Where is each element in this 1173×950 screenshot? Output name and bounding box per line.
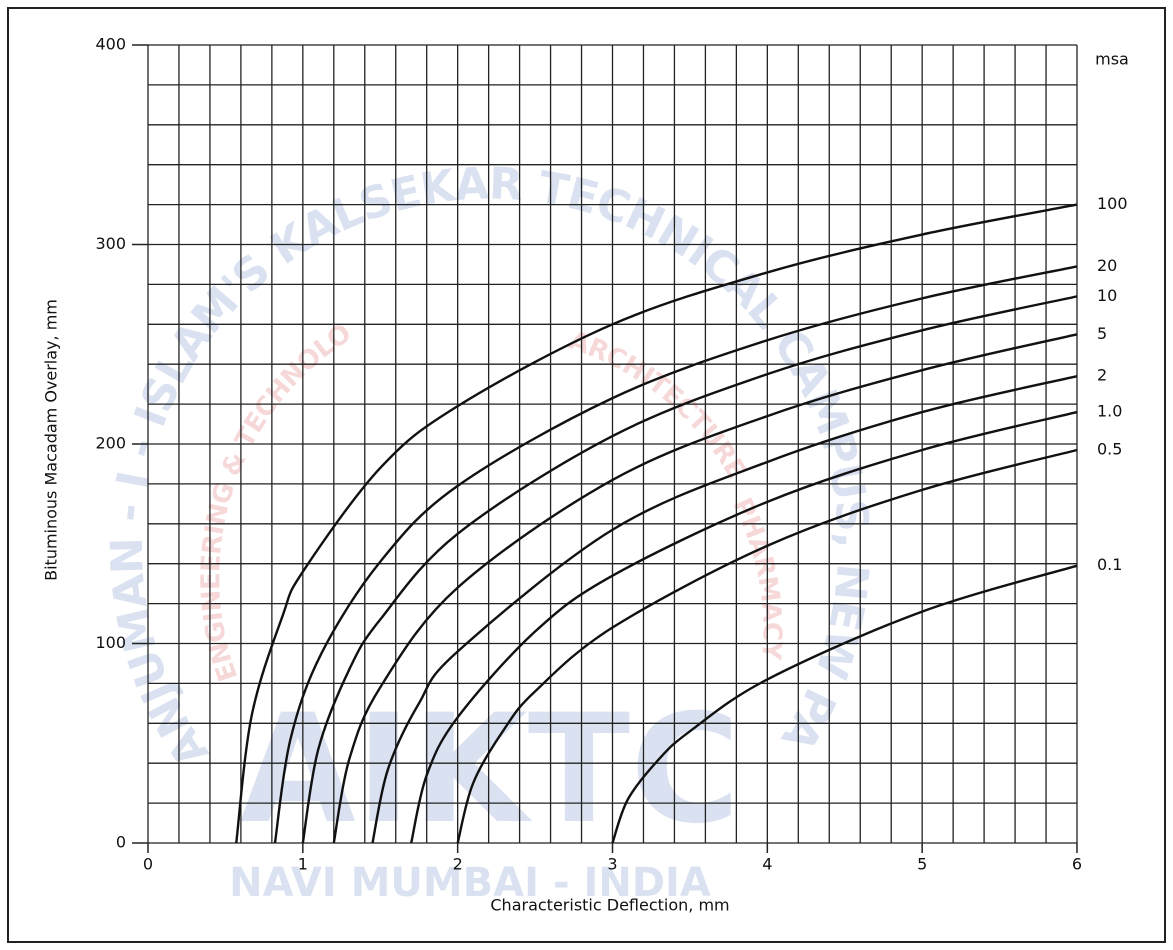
series-label: 0.1 <box>1097 555 1122 574</box>
y-axis-label: Bituminous Macadam Overlay, mm <box>42 299 61 581</box>
chart: ANJUMAN - I - ISLAM'S KALSEKAR TECHNICAL… <box>0 0 1173 950</box>
x-axis-label: Characteristic Deflection, mm <box>490 896 729 915</box>
x-tick-label: 6 <box>1072 855 1082 874</box>
series-label: 100 <box>1097 194 1128 213</box>
x-tick-label: 3 <box>607 855 617 874</box>
x-tick-label: 1 <box>298 855 308 874</box>
legend-title: msa <box>1095 50 1129 69</box>
series-label: 5 <box>1097 324 1107 343</box>
y-tick-label: 300 <box>95 234 126 253</box>
y-tick-label: 200 <box>95 434 126 453</box>
x-tick-label: 5 <box>917 855 927 874</box>
series-label: 2 <box>1097 366 1107 385</box>
series-label: 0.5 <box>1097 439 1122 458</box>
x-tick-label: 4 <box>762 855 772 874</box>
x-tick-label: 2 <box>453 855 463 874</box>
y-tick-label: 400 <box>95 35 126 54</box>
series-label: 20 <box>1097 256 1117 275</box>
x-tick-label: 0 <box>143 855 153 874</box>
page: ANJUMAN - I - ISLAM'S KALSEKAR TECHNICAL… <box>0 0 1173 950</box>
y-tick-label: 100 <box>95 633 126 652</box>
series-label: 10 <box>1097 286 1117 305</box>
y-tick-label: 0 <box>116 833 126 852</box>
series-label: 1.0 <box>1097 402 1122 421</box>
